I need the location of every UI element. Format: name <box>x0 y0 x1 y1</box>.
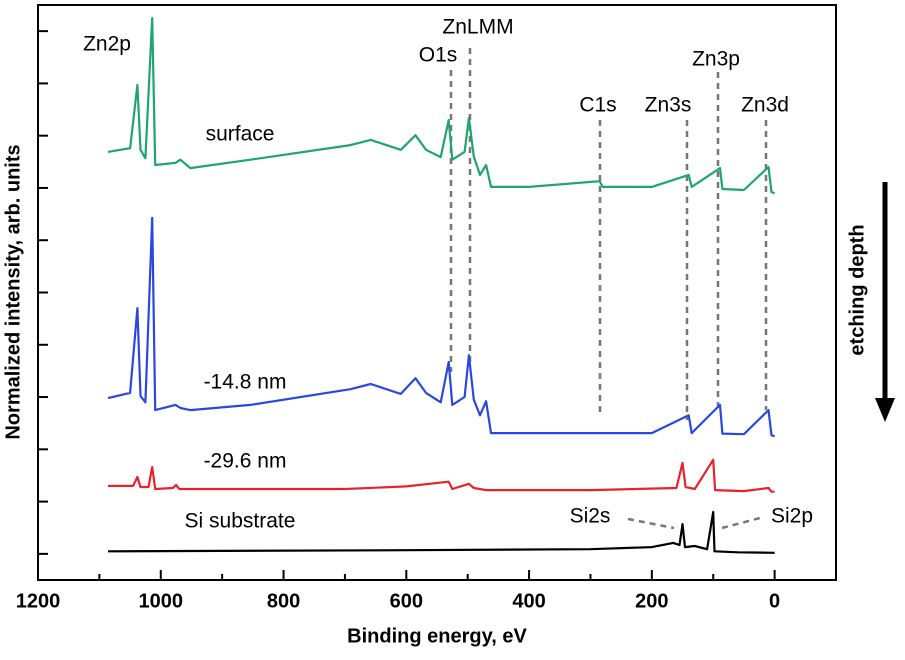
annotation: Zn2p <box>83 33 131 56</box>
annotation: O1s <box>419 44 458 67</box>
series-label: surface <box>206 123 275 146</box>
spectrum-line <box>107 510 775 554</box>
arrow-head <box>875 398 895 422</box>
peak-guide <box>721 516 761 530</box>
series-label: -29.6 nm <box>204 450 287 473</box>
annotation: etching depth <box>846 224 868 355</box>
y-axis-title: Normalized intensity, arb. units <box>2 144 24 439</box>
peak-guide <box>627 517 675 530</box>
x-tick-label: 800 <box>267 590 300 612</box>
x-tick-label: 200 <box>635 590 668 612</box>
spectrum-line <box>107 17 775 195</box>
x-tick-label: 600 <box>390 590 423 612</box>
annotation: C1s <box>579 94 616 117</box>
annotation: Si2s <box>570 505 611 528</box>
x-tick-label: 0 <box>769 590 780 612</box>
annotation: Zn3d <box>741 94 789 117</box>
spectrum-line <box>108 458 775 493</box>
plot-frame <box>37 4 837 581</box>
annotation: ZnLMM <box>442 16 513 39</box>
annotation: Zn3s <box>645 94 692 117</box>
decorations <box>449 48 768 530</box>
annotation: Si2p <box>771 505 813 528</box>
x-tick-label: 400 <box>512 590 545 612</box>
spectrum-line <box>107 216 775 438</box>
x-tick-label: 1000 <box>139 590 184 612</box>
annotation: Zn3p <box>692 48 740 71</box>
series-label: Si substrate <box>185 510 296 533</box>
x-tick-label: 1200 <box>16 590 61 612</box>
series-label: -14.8 nm <box>204 371 287 394</box>
x-axis-title: Binding energy, eV <box>347 625 527 647</box>
